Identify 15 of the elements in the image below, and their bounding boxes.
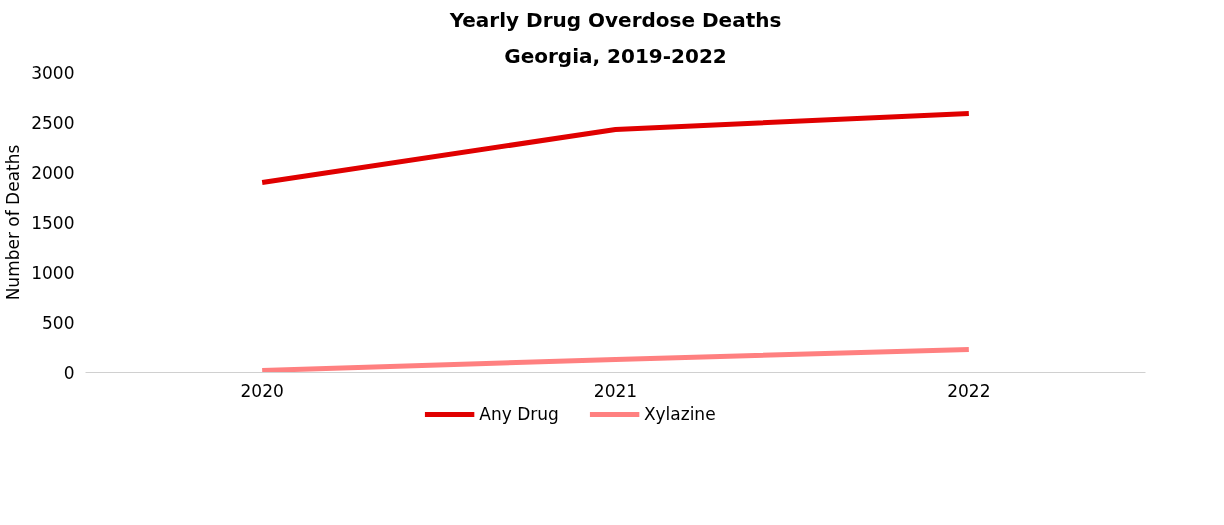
y-tick-label: 1500 [31, 213, 75, 233]
x-tick-label: 2022 [947, 380, 991, 401]
y-tick-label: 2500 [31, 113, 75, 133]
legend-label: Any Drug [479, 404, 559, 424]
y-tick-label: 2000 [31, 163, 75, 183]
y-tick-label: 0 [63, 363, 75, 383]
chart-subtitle: Georgia, 2019-2022 [504, 43, 727, 68]
x-tick-label: 2020 [240, 380, 284, 401]
y-tick-label: 3000 [31, 63, 75, 83]
y-tick-label: 1000 [31, 263, 75, 283]
chart-title: Yearly Drug Overdose Deaths [448, 7, 782, 32]
x-tick-label: 2021 [593, 380, 638, 401]
y-axis-title: Number of Deaths [3, 144, 24, 301]
legend-label: Xylazine [643, 404, 716, 424]
y-tick-label: 500 [42, 313, 75, 333]
